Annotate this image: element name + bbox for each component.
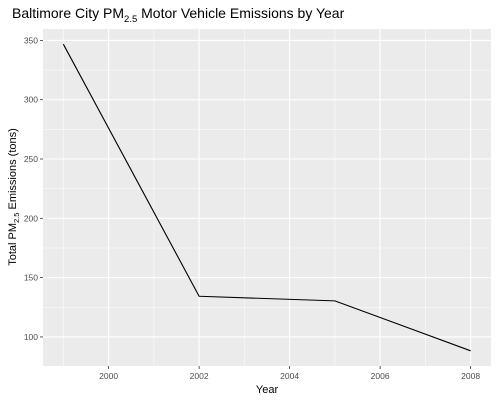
plot-panel xyxy=(43,29,491,366)
y-tick-label: 350 xyxy=(24,35,38,45)
y-tick-label: 250 xyxy=(24,154,38,164)
x-tick-label: 2004 xyxy=(280,371,299,381)
x-tick-label: 2002 xyxy=(190,371,209,381)
x-tick-label: 2000 xyxy=(99,371,118,381)
y-tick-label: 200 xyxy=(24,213,38,223)
y-tick-label: 100 xyxy=(24,332,38,342)
y-tick-label: 300 xyxy=(24,95,38,105)
y-tick-label: 150 xyxy=(24,273,38,283)
gridlines xyxy=(43,29,491,366)
series-line xyxy=(62,43,471,352)
chart-title: Baltimore City PM2.5 Motor Vehicle Emiss… xyxy=(12,5,345,25)
x-tick-label: 2008 xyxy=(461,371,480,381)
x-axis-title: Year xyxy=(256,384,279,396)
data-series xyxy=(62,43,471,352)
x-tick-label: 2006 xyxy=(371,371,390,381)
y-axis-title: Total PM2.5 Emissions (tons) xyxy=(7,128,21,266)
axis-ticks: 2000 2002 2004 2006 2008 100 150 200 250 300 350 xyxy=(24,35,481,381)
